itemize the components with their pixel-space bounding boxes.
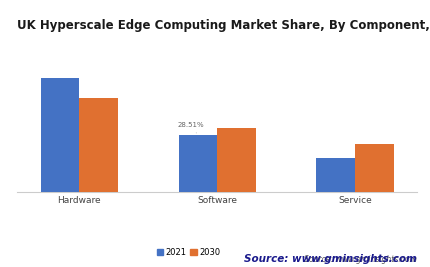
Text: 28.51%: 28.51%: [178, 122, 204, 133]
Bar: [41, 78, 79, 192]
Bar: [178, 135, 217, 192]
Legend: 2021, 2030: 2021, 2030: [154, 245, 224, 260]
Text: Source: www.gminsights.com: Source: www.gminsights.com: [304, 255, 417, 264]
Bar: [79, 98, 118, 192]
Text: Source: www.gminsights.com: Source: www.gminsights.com: [244, 254, 417, 264]
Bar: [355, 144, 393, 192]
Text: UK Hyperscale Edge Computing Market Share, By Component, 2021: UK Hyperscale Edge Computing Market Shar…: [17, 19, 430, 32]
Bar: [316, 158, 355, 192]
Bar: [217, 128, 256, 192]
